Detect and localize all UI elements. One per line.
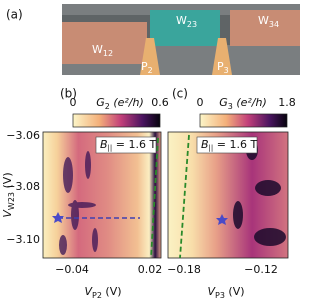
- gate-p2: [140, 38, 160, 75]
- gate-subscript: 2: [148, 66, 153, 75]
- value: = 1.6 T: [217, 138, 258, 151]
- colorbar-tick: 1.8: [278, 96, 296, 109]
- unit: (V): [228, 285, 244, 298]
- y-tick-label: −3.06: [6, 129, 40, 142]
- symbol: B: [201, 138, 209, 151]
- unit: (e²/h): [236, 96, 266, 109]
- annotation: B|| = 1.6 T: [100, 138, 156, 152]
- x-axis-label: VP3 (V): [207, 285, 244, 300]
- colorbar: [72, 113, 161, 128]
- gate-subscript: 34: [269, 20, 279, 29]
- body: {"panel_a": {"label": "(a)", "gates": ["…: [1, 4, 300, 300]
- heatmap-features: [59, 151, 98, 255]
- colorbar-label: G3 (e²/h): [219, 96, 267, 111]
- gate-symbol: W: [92, 43, 103, 56]
- annotation-box: [95, 136, 157, 154]
- symbol: V: [1, 209, 14, 218]
- subscript: W23: [7, 192, 16, 210]
- gate-label: P3: [217, 60, 229, 75]
- gate-subscript: 3: [224, 66, 229, 75]
- subscript: ||: [108, 144, 113, 152]
- panel-label: (a): [6, 8, 23, 22]
- annotation-box: [196, 136, 258, 154]
- symbol: B: [100, 138, 108, 151]
- gate-w12: [62, 22, 147, 64]
- gate-w34: [230, 10, 300, 46]
- gate-label: P2: [141, 60, 153, 75]
- colorbar: [199, 113, 288, 128]
- y-tick-label: −3.08: [6, 180, 40, 193]
- gate-subscript: 23: [187, 20, 197, 29]
- colorbar-tick: 0: [70, 96, 77, 109]
- star-marker: [216, 214, 228, 225]
- gate-label: W23: [176, 14, 197, 29]
- dashed-line: [179, 134, 190, 259]
- colorbar-tick: 0.6: [151, 96, 169, 109]
- colorbar-label: G2 (e²/h): [96, 96, 144, 111]
- value: = 1.6 T: [116, 138, 157, 151]
- x-tick-label: −0.12: [244, 263, 278, 276]
- subscript: P2: [92, 291, 102, 300]
- figure: (a) W12 W23 W34 P2 P3 (b) (c) G2 (e²/h) …: [1, 4, 300, 300]
- annotation: B|| = 1.6 T: [201, 138, 257, 152]
- panel-label: (b): [60, 87, 77, 101]
- gate-symbol: W: [176, 14, 187, 27]
- subscript: ||: [209, 144, 214, 152]
- gate-symbol: W: [258, 14, 269, 27]
- x-tick-label: −0.18: [167, 263, 201, 276]
- colorbar-tick: 0: [197, 96, 204, 109]
- unit: (e²/h): [113, 96, 143, 109]
- gate-label: W34: [258, 14, 279, 29]
- gate-symbol: P: [217, 60, 224, 73]
- gate-symbol: P: [141, 60, 148, 73]
- gate-w23: [150, 10, 220, 46]
- symbol: G: [96, 96, 105, 109]
- subscript: P3: [215, 291, 225, 300]
- unit: (V): [105, 285, 121, 298]
- unit: (V): [1, 172, 14, 188]
- y-axis-label: VW23 (V): [1, 172, 16, 217]
- gate-p3: [212, 38, 232, 75]
- symbol: G: [219, 96, 228, 109]
- subscript: 2: [105, 102, 110, 111]
- plot-frame: [167, 131, 289, 259]
- x-tick-label: −0.04: [55, 263, 89, 276]
- subscript: 3: [228, 102, 233, 111]
- gate-subscript: 12: [103, 49, 113, 58]
- star-marker: [52, 212, 64, 223]
- symbol: V: [207, 285, 216, 298]
- gate-label: W12: [92, 43, 113, 58]
- y-tick-label: −3.10: [6, 233, 40, 246]
- dashed-line: [150, 137, 159, 259]
- symbol: V: [84, 285, 93, 298]
- plot-frame: [42, 131, 162, 259]
- panel-label: (c): [172, 87, 188, 101]
- x-axis-label: VP2 (V): [84, 285, 121, 300]
- x-tick-label: 0.02: [138, 263, 163, 276]
